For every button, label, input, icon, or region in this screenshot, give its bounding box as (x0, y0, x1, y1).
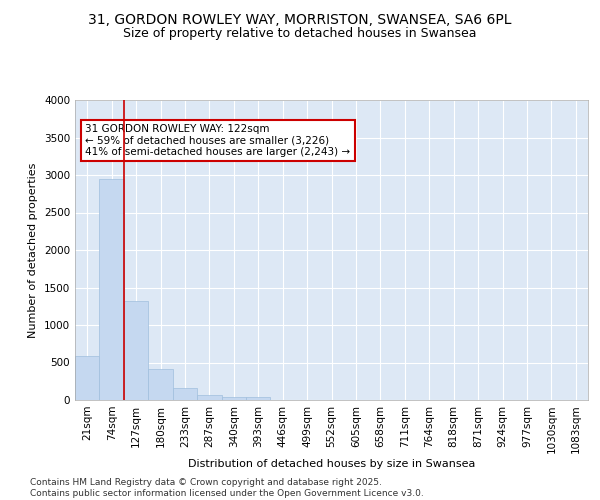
Y-axis label: Number of detached properties: Number of detached properties (28, 162, 38, 338)
Bar (100, 179, 124, 400)
Bar (197, 395, 221, 400)
Bar (173, 388, 197, 400)
Text: 31, GORDON ROWLEY WAY, MORRISTON, SWANSEA, SA6 6PL: 31, GORDON ROWLEY WAY, MORRISTON, SWANSE… (88, 12, 512, 26)
Bar (75, 356, 100, 400)
Bar (221, 396, 246, 400)
Bar (148, 369, 173, 400)
Bar (246, 397, 271, 400)
Text: Size of property relative to detached houses in Swansea: Size of property relative to detached ho… (123, 28, 477, 40)
Bar (124, 301, 148, 400)
X-axis label: Distribution of detached houses by size in Swansea: Distribution of detached houses by size … (188, 459, 475, 469)
Text: Contains HM Land Registry data © Crown copyright and database right 2025.
Contai: Contains HM Land Registry data © Crown c… (30, 478, 424, 498)
Text: 31 GORDON ROWLEY WAY: 122sqm
← 59% of detached houses are smaller (3,226)
41% of: 31 GORDON ROWLEY WAY: 122sqm ← 59% of de… (85, 124, 350, 157)
